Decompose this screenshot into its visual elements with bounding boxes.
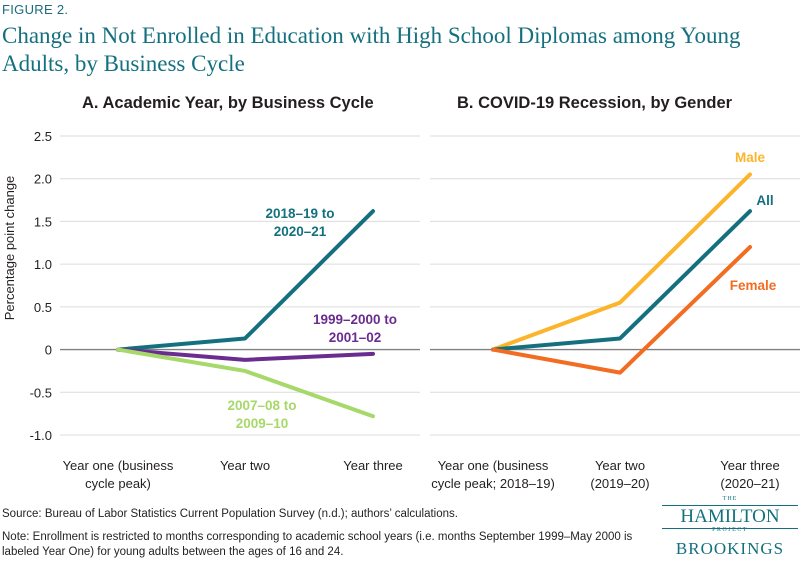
series-label-a-1: 1999–2000 to 2001–02	[313, 312, 397, 345]
hamilton-brookings-logo: THE HAMILTON PROJECT BROOKINGS	[662, 496, 798, 568]
x-category-label: Year three (2020–21)	[720, 458, 780, 491]
footnote: Note: Enrollment is restricted to months…	[2, 531, 633, 558]
panel-a-series	[116, 209, 375, 419]
y-tick-label: 2.0	[34, 172, 52, 187]
x-category-label: Year one (business cycle peak; 2018–19)	[431, 458, 555, 491]
panel-b-series-labels: Male All Female	[730, 150, 777, 293]
panel-b-x-categories: Year one (business cycle peak; 2018–19) Ye…	[431, 458, 780, 491]
panel-a-x-categories: Year one (business cycle peak) Year two Yea…	[63, 458, 403, 491]
series-line-b-0	[491, 172, 752, 352]
series-label-a-2: 2007–08 to 2009–10	[227, 398, 296, 431]
series-line-a-1	[116, 347, 375, 362]
panel-a-y-ticks: 2.5 2.0 1.5 1.0 0.5 0 -0.5 -1.0	[30, 129, 52, 443]
source-note: Source: Bureau of Labor Statistics Curre…	[2, 508, 458, 520]
series-line-a-2	[116, 347, 375, 419]
series-label-a-0: 2018–19 to 2020–21	[265, 206, 334, 239]
series-line-a-0	[116, 209, 375, 352]
panel-a-gridlines	[60, 135, 420, 436]
x-category-label: Year two (2019–20)	[590, 458, 649, 491]
series-label-b-0: Male	[735, 150, 766, 165]
x-category-label: Year two	[220, 458, 270, 473]
y-tick-label: -1.0	[30, 428, 52, 443]
logo-hamilton: HAMILTON	[662, 505, 798, 529]
panel-a-series-labels: 2018–19 to 2020–21 1999–2000 to 2001–02 2007…	[227, 206, 397, 431]
series-line-b-2	[491, 245, 752, 375]
panel-b-series	[491, 172, 752, 375]
series-line-b-1	[491, 209, 752, 352]
y-tick-label: -0.5	[30, 385, 52, 400]
y-tick-label: 2.5	[34, 129, 52, 144]
panel-a-title: A. Academic Year, by Business Cycle	[82, 94, 374, 112]
logo-brookings: BROOKINGS	[675, 539, 785, 558]
logo-project: PROJECT	[712, 527, 748, 533]
y-axis-label: Percentage point change	[2, 176, 17, 321]
series-label-b-1: All	[756, 193, 773, 208]
series-label-b-2: Female	[730, 278, 777, 293]
figure-label: FIGURE 2.	[2, 2, 69, 17]
logo-the: THE	[722, 496, 738, 502]
panel-b-title: B. COVID-19 Recession, by Gender	[457, 94, 733, 112]
y-tick-label: 0.5	[34, 300, 52, 315]
y-tick-label: 1.5	[34, 214, 52, 229]
y-tick-label: 0	[45, 343, 52, 358]
chart-title: Change in Not Enrolled in Education with…	[2, 23, 741, 76]
x-category-label: Year three	[343, 458, 403, 473]
y-tick-label: 1.0	[34, 257, 52, 272]
x-category-label: Year one (business cycle peak)	[63, 458, 174, 491]
